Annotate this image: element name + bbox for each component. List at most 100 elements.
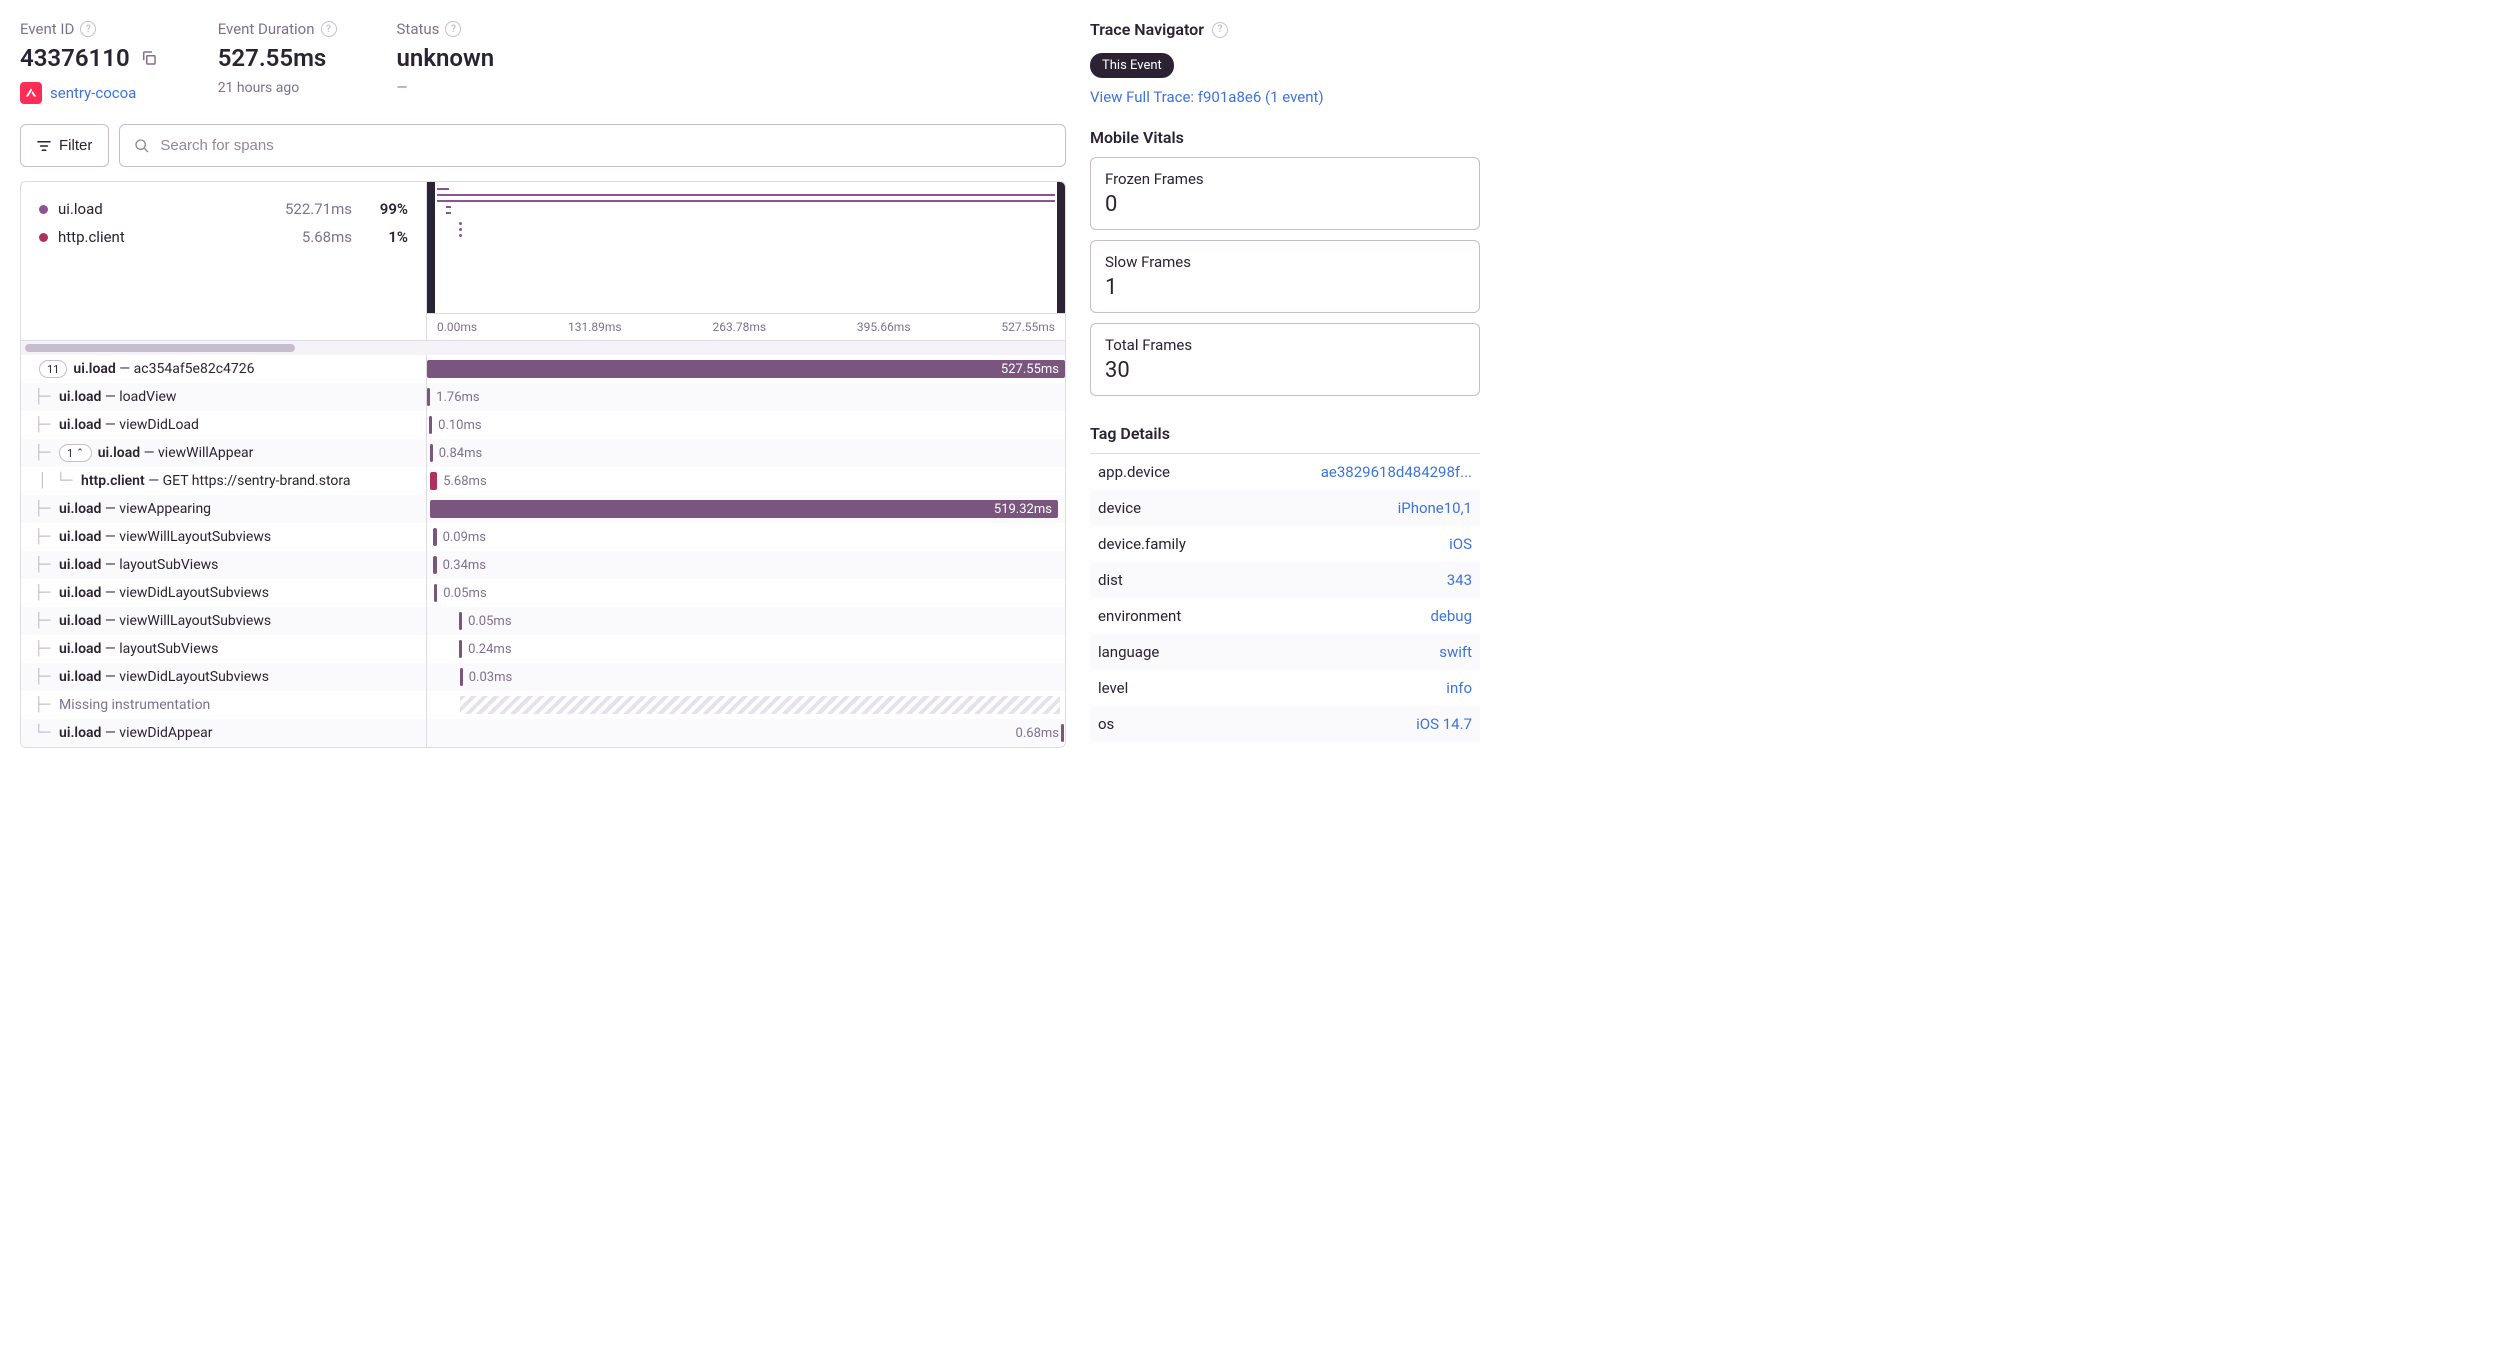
span-row[interactable]: ├─ui.load — viewAppearing519.32ms [21,495,1065,523]
span-bar[interactable] [460,668,463,686]
horizontal-scrollbar[interactable] [21,341,1065,355]
span-bar[interactable] [433,528,436,546]
span-tree: 11ui.load — ac354af5e82c4726527.55ms├─ui… [21,355,1065,747]
span-bar[interactable] [430,472,437,490]
tag-row[interactable]: dist 343 [1090,562,1480,598]
minimap-line [437,200,1056,202]
span-bar[interactable]: 527.55ms [427,360,1065,378]
minimap-handle-left[interactable] [427,182,435,313]
tag-row[interactable]: app.device ae3829618d484298f... [1090,454,1480,490]
minimap[interactable]: 0.00ms131.89ms263.78ms395.66ms527.55ms [427,182,1065,340]
span-bar[interactable] [460,696,1060,714]
span-duration-label: 0.24ms [468,642,511,657]
tag-key: level [1098,679,1128,697]
tag-value[interactable]: 343 [1447,571,1472,589]
minimap-handle-right[interactable] [1057,182,1065,313]
span-row[interactable]: ├─ui.load — viewWillLayoutSubviews0.09ms [21,523,1065,551]
scroll-thumb[interactable] [25,344,295,352]
tag-value[interactable]: info [1446,679,1472,697]
minimap-dot [459,222,462,225]
span-label: ui.load — viewWillLayoutSubviews [59,613,271,629]
tag-row[interactable]: level info [1090,670,1480,706]
span-row[interactable]: ├─ui.load — viewDidLayoutSubviews0.05ms [21,579,1065,607]
vitals-box[interactable]: Frozen Frames 0 [1090,157,1480,230]
search-input[interactable] [160,125,1051,166]
span-row[interactable]: ├─1⌃ui.load — viewWillAppear0.84ms [21,439,1065,467]
span-bar[interactable] [430,444,433,462]
tag-key: environment [1098,607,1181,625]
tag-value[interactable]: iOS [1449,535,1472,553]
span-bar-cell: 0.84ms [427,439,1065,467]
span-child-count[interactable]: 1⌃ [59,444,92,462]
span-bar[interactable] [459,612,462,630]
help-icon[interactable]: ? [321,21,337,37]
span-row[interactable]: ├─ui.load — layoutSubViews0.34ms [21,551,1065,579]
mobile-vitals-title: Mobile Vitals [1090,128,1480,147]
tag-value[interactable]: iPhone10,1 [1398,499,1472,517]
tag-key: language [1098,643,1159,661]
tag-row[interactable]: device iPhone10,1 [1090,490,1480,526]
vitals-box[interactable]: Total Frames 30 [1090,323,1480,396]
vitals-label: Frozen Frames [1105,170,1465,188]
span-row[interactable]: ├─Missing instrumentation496.60ms [21,691,1065,719]
tag-row[interactable]: language swift [1090,634,1480,670]
vitals-box[interactable]: Slow Frames 1 [1090,240,1480,313]
trace-nav-title: Trace Navigator [1090,20,1204,39]
tag-value[interactable]: debug [1430,607,1472,625]
op-name: http.client [58,228,262,246]
span-name-cell: ├─ui.load — viewDidLoad [21,411,427,439]
span-row[interactable]: 11ui.load — ac354af5e82c4726527.55ms [21,355,1065,383]
operation-row[interactable]: ui.load 522.71ms 99% [39,200,408,218]
help-icon[interactable]: ? [1212,22,1228,38]
tag-key: dist [1098,571,1123,589]
tag-value[interactable]: iOS 14.7 [1416,715,1472,733]
span-bar-cell: 0.24ms [427,635,1065,663]
tag-row[interactable]: device.family iOS [1090,526,1480,562]
tag-details-title: Tag Details [1090,424,1480,443]
span-row[interactable]: ├─ui.load — viewDidLayoutSubviews0.03ms [21,663,1065,691]
span-row[interactable]: │└─http.client — GET https://sentry-bran… [21,467,1065,495]
sdk-link[interactable]: sentry-cocoa [50,84,136,102]
copy-icon[interactable] [140,49,158,67]
tag-key: device.family [1098,535,1186,553]
span-bar[interactable] [1061,724,1064,742]
span-row[interactable]: ├─ui.load — loadView1.76ms [21,383,1065,411]
span-name-cell: ├─ui.load — viewWillLayoutSubviews [21,607,427,635]
minimap-dot [459,228,462,231]
span-bar-cell: 5.68ms [427,467,1065,495]
span-name-cell: ├─Missing instrumentation [21,691,427,719]
search-wrap[interactable] [119,124,1066,167]
tag-value[interactable]: swift [1439,643,1472,661]
view-full-trace-link[interactable]: View Full Trace: f901a8e6 (1 event) [1090,88,1480,106]
axis-tick: 131.89ms [568,320,622,334]
help-icon[interactable]: ? [80,21,96,37]
span-bar[interactable] [459,640,462,658]
span-row[interactable]: ├─ui.load — viewWillLayoutSubviews0.05ms [21,607,1065,635]
tag-row[interactable]: os iOS 14.7 [1090,706,1480,742]
span-duration-label: 519.32ms [994,502,1052,517]
span-bar[interactable]: 519.32ms [430,500,1058,518]
span-label: ui.load — viewDidAppear [59,725,213,741]
op-percent: 99% [362,200,408,218]
minimap-line [437,194,1056,196]
span-label: ui.load — loadView [59,389,176,405]
axis-tick: 395.66ms [857,320,911,334]
filter-button[interactable]: Filter [20,124,109,167]
sdk-badge-icon [20,82,42,104]
span-bar[interactable] [434,584,437,602]
span-row[interactable]: ├─ui.load — layoutSubViews0.24ms [21,635,1065,663]
tag-key: device [1098,499,1141,517]
span-row[interactable]: ├─ui.load — viewDidLoad0.10ms [21,411,1065,439]
minimap-line [446,206,451,208]
span-bar[interactable] [429,416,432,434]
tag-row[interactable]: environment debug [1090,598,1480,634]
operation-row[interactable]: http.client 5.68ms 1% [39,228,408,246]
tag-key: app.device [1098,463,1170,481]
span-bar-cell: 0.09ms [427,523,1065,551]
span-row[interactable]: └─ui.load — viewDidAppear0.68ms [21,719,1065,747]
tag-value[interactable]: ae3829618d484298f... [1321,463,1472,481]
span-bar[interactable] [427,388,430,406]
help-icon[interactable]: ? [445,21,461,37]
span-child-count[interactable]: 11 [39,360,67,378]
span-bar[interactable] [433,556,436,574]
